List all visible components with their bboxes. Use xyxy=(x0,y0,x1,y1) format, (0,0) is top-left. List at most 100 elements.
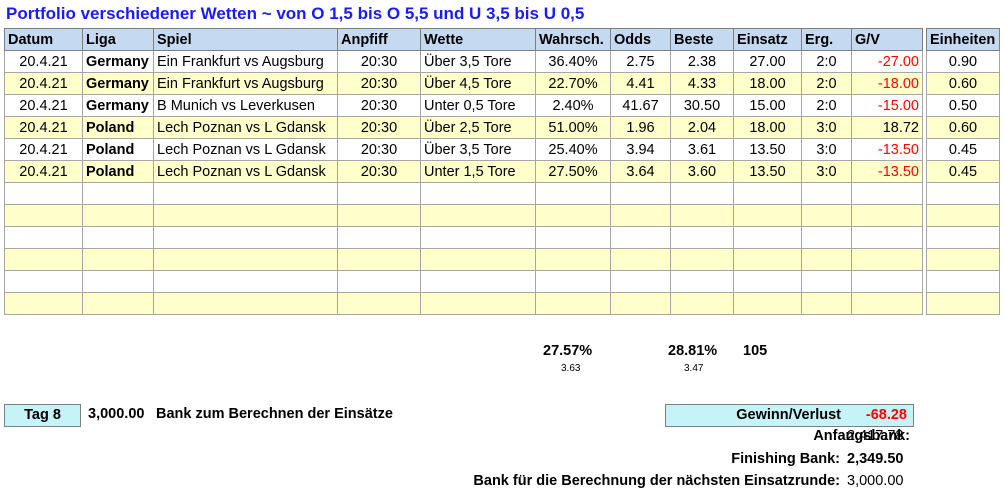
cell-spiel[interactable]: B Munich vs Leverkusen xyxy=(153,94,338,117)
empty-cell[interactable] xyxy=(535,270,611,293)
cell-spiel[interactable]: Lech Poznan vs L Gdansk xyxy=(153,116,338,139)
col-erg[interactable]: Erg. xyxy=(801,28,852,51)
units-row[interactable]: 0.50 xyxy=(926,94,1000,117)
cell-wette[interactable]: Über 2,5 Tore xyxy=(420,116,536,139)
empty-cell[interactable] xyxy=(153,226,338,249)
empty-cell[interactable] xyxy=(4,182,83,205)
cell-wahrsch[interactable]: 27.50% xyxy=(535,160,611,183)
finishing-bank-value[interactable]: 2,349.50 xyxy=(847,451,904,467)
empty-cell[interactable] xyxy=(926,204,1000,227)
cell-einheiten[interactable]: 0.45 xyxy=(926,138,1000,161)
cell-odds[interactable]: 2.75 xyxy=(610,50,671,73)
cell-gv[interactable]: -27.00 xyxy=(851,50,923,73)
empty-cell[interactable] xyxy=(82,204,154,227)
units-row[interactable]: 0.60 xyxy=(926,72,1000,95)
empty-cell[interactable] xyxy=(420,292,536,315)
cell-odds[interactable]: 4.41 xyxy=(610,72,671,95)
empty-cell[interactable] xyxy=(926,270,1000,293)
empty-cell[interactable] xyxy=(670,226,734,249)
anfangsbank-value[interactable]: 2,417.78 xyxy=(847,428,904,444)
empty-cell[interactable] xyxy=(4,292,83,315)
empty-cell[interactable] xyxy=(337,248,421,271)
col-liga[interactable]: Liga xyxy=(82,28,154,51)
empty-cell[interactable] xyxy=(153,204,338,227)
empty-cell[interactable] xyxy=(851,270,923,293)
cell-anpfiff[interactable]: 20:30 xyxy=(337,50,421,73)
empty-cell[interactable] xyxy=(535,226,611,249)
cell-odds[interactable]: 3.94 xyxy=(610,138,671,161)
cell-liga[interactable]: Poland xyxy=(82,138,154,161)
empty-cell[interactable] xyxy=(670,248,734,271)
cell-anpfiff[interactable]: 20:30 xyxy=(337,160,421,183)
empty-cell[interactable] xyxy=(670,270,734,293)
col-beste[interactable]: Beste xyxy=(670,28,734,51)
empty-cell[interactable] xyxy=(82,182,154,205)
empty-cell[interactable] xyxy=(535,182,611,205)
empty-row[interactable] xyxy=(4,226,923,249)
empty-cell[interactable] xyxy=(733,248,802,271)
col-spiel[interactable]: Spiel xyxy=(153,28,338,51)
cell-erg[interactable]: 2:0 xyxy=(801,72,852,95)
empty-cell[interactable] xyxy=(153,182,338,205)
cell-beste[interactable]: 3.61 xyxy=(670,138,734,161)
cell-wette[interactable]: Unter 1,5 Tore xyxy=(420,160,536,183)
empty-cell[interactable] xyxy=(420,248,536,271)
empty-cell[interactable] xyxy=(153,270,338,293)
cell-einsatz[interactable]: 27.00 xyxy=(733,50,802,73)
empty-cell[interactable] xyxy=(535,248,611,271)
empty-cell[interactable] xyxy=(535,204,611,227)
empty-cell[interactable] xyxy=(610,204,671,227)
cell-einheiten[interactable]: 0.50 xyxy=(926,94,1000,117)
empty-cell[interactable] xyxy=(610,270,671,293)
cell-liga[interactable]: Poland xyxy=(82,116,154,139)
empty-cell[interactable] xyxy=(4,270,83,293)
cell-odds[interactable]: 3.64 xyxy=(610,160,671,183)
empty-cell[interactable] xyxy=(337,226,421,249)
empty-units-row[interactable] xyxy=(926,292,1000,315)
cell-gv[interactable]: -18.00 xyxy=(851,72,923,95)
empty-cell[interactable] xyxy=(801,270,852,293)
empty-cell[interactable] xyxy=(851,182,923,205)
cell-gv[interactable]: -13.50 xyxy=(851,138,923,161)
col-wette[interactable]: Wette xyxy=(420,28,536,51)
day-tag[interactable]: Tag 8 xyxy=(4,404,81,427)
cell-wahrsch[interactable]: 25.40% xyxy=(535,138,611,161)
units-row[interactable]: 0.45 xyxy=(926,138,1000,161)
cell-gv[interactable]: -13.50 xyxy=(851,160,923,183)
empty-cell[interactable] xyxy=(337,182,421,205)
table-row[interactable]: 20.4.21 Germany Ein Frankfurt vs Augsburg 2… xyxy=(4,72,923,95)
empty-cell[interactable] xyxy=(801,182,852,205)
cell-wette[interactable]: Über 4,5 Tore xyxy=(420,72,536,95)
units-row[interactable]: 0.45 xyxy=(926,160,1000,183)
col-einsatz[interactable]: Einsatz xyxy=(733,28,802,51)
cell-gv[interactable]: 18.72 xyxy=(851,116,923,139)
empty-cell[interactable] xyxy=(337,204,421,227)
cell-wahrsch[interactable]: 22.70% xyxy=(535,72,611,95)
cell-spiel[interactable]: Ein Frankfurt vs Augsburg xyxy=(153,50,338,73)
empty-units-row[interactable] xyxy=(926,204,1000,227)
empty-cell[interactable] xyxy=(926,226,1000,249)
empty-cell[interactable] xyxy=(670,292,734,315)
cell-liga[interactable]: Germany xyxy=(82,50,154,73)
empty-row[interactable] xyxy=(4,204,923,227)
cell-erg[interactable]: 3:0 xyxy=(801,160,852,183)
cell-datum[interactable]: 20.4.21 xyxy=(4,50,83,73)
empty-cell[interactable] xyxy=(82,292,154,315)
empty-cell[interactable] xyxy=(851,248,923,271)
cell-erg[interactable]: 3:0 xyxy=(801,116,852,139)
cell-beste[interactable]: 2.04 xyxy=(670,116,734,139)
table-row[interactable]: 20.4.21 Germany Ein Frankfurt vs Augsburg 2… xyxy=(4,50,923,73)
empty-cell[interactable] xyxy=(610,248,671,271)
empty-cell[interactable] xyxy=(420,270,536,293)
cell-wahrsch[interactable]: 2.40% xyxy=(535,94,611,117)
empty-cell[interactable] xyxy=(82,248,154,271)
cell-erg[interactable]: 3:0 xyxy=(801,138,852,161)
cell-wahrsch[interactable]: 51.00% xyxy=(535,116,611,139)
empty-cell[interactable] xyxy=(535,292,611,315)
empty-cell[interactable] xyxy=(4,226,83,249)
empty-cell[interactable] xyxy=(610,182,671,205)
cell-anpfiff[interactable]: 20:30 xyxy=(337,94,421,117)
cell-erg[interactable]: 2:0 xyxy=(801,50,852,73)
cell-einsatz[interactable]: 13.50 xyxy=(733,138,802,161)
cell-liga[interactable]: Germany xyxy=(82,94,154,117)
